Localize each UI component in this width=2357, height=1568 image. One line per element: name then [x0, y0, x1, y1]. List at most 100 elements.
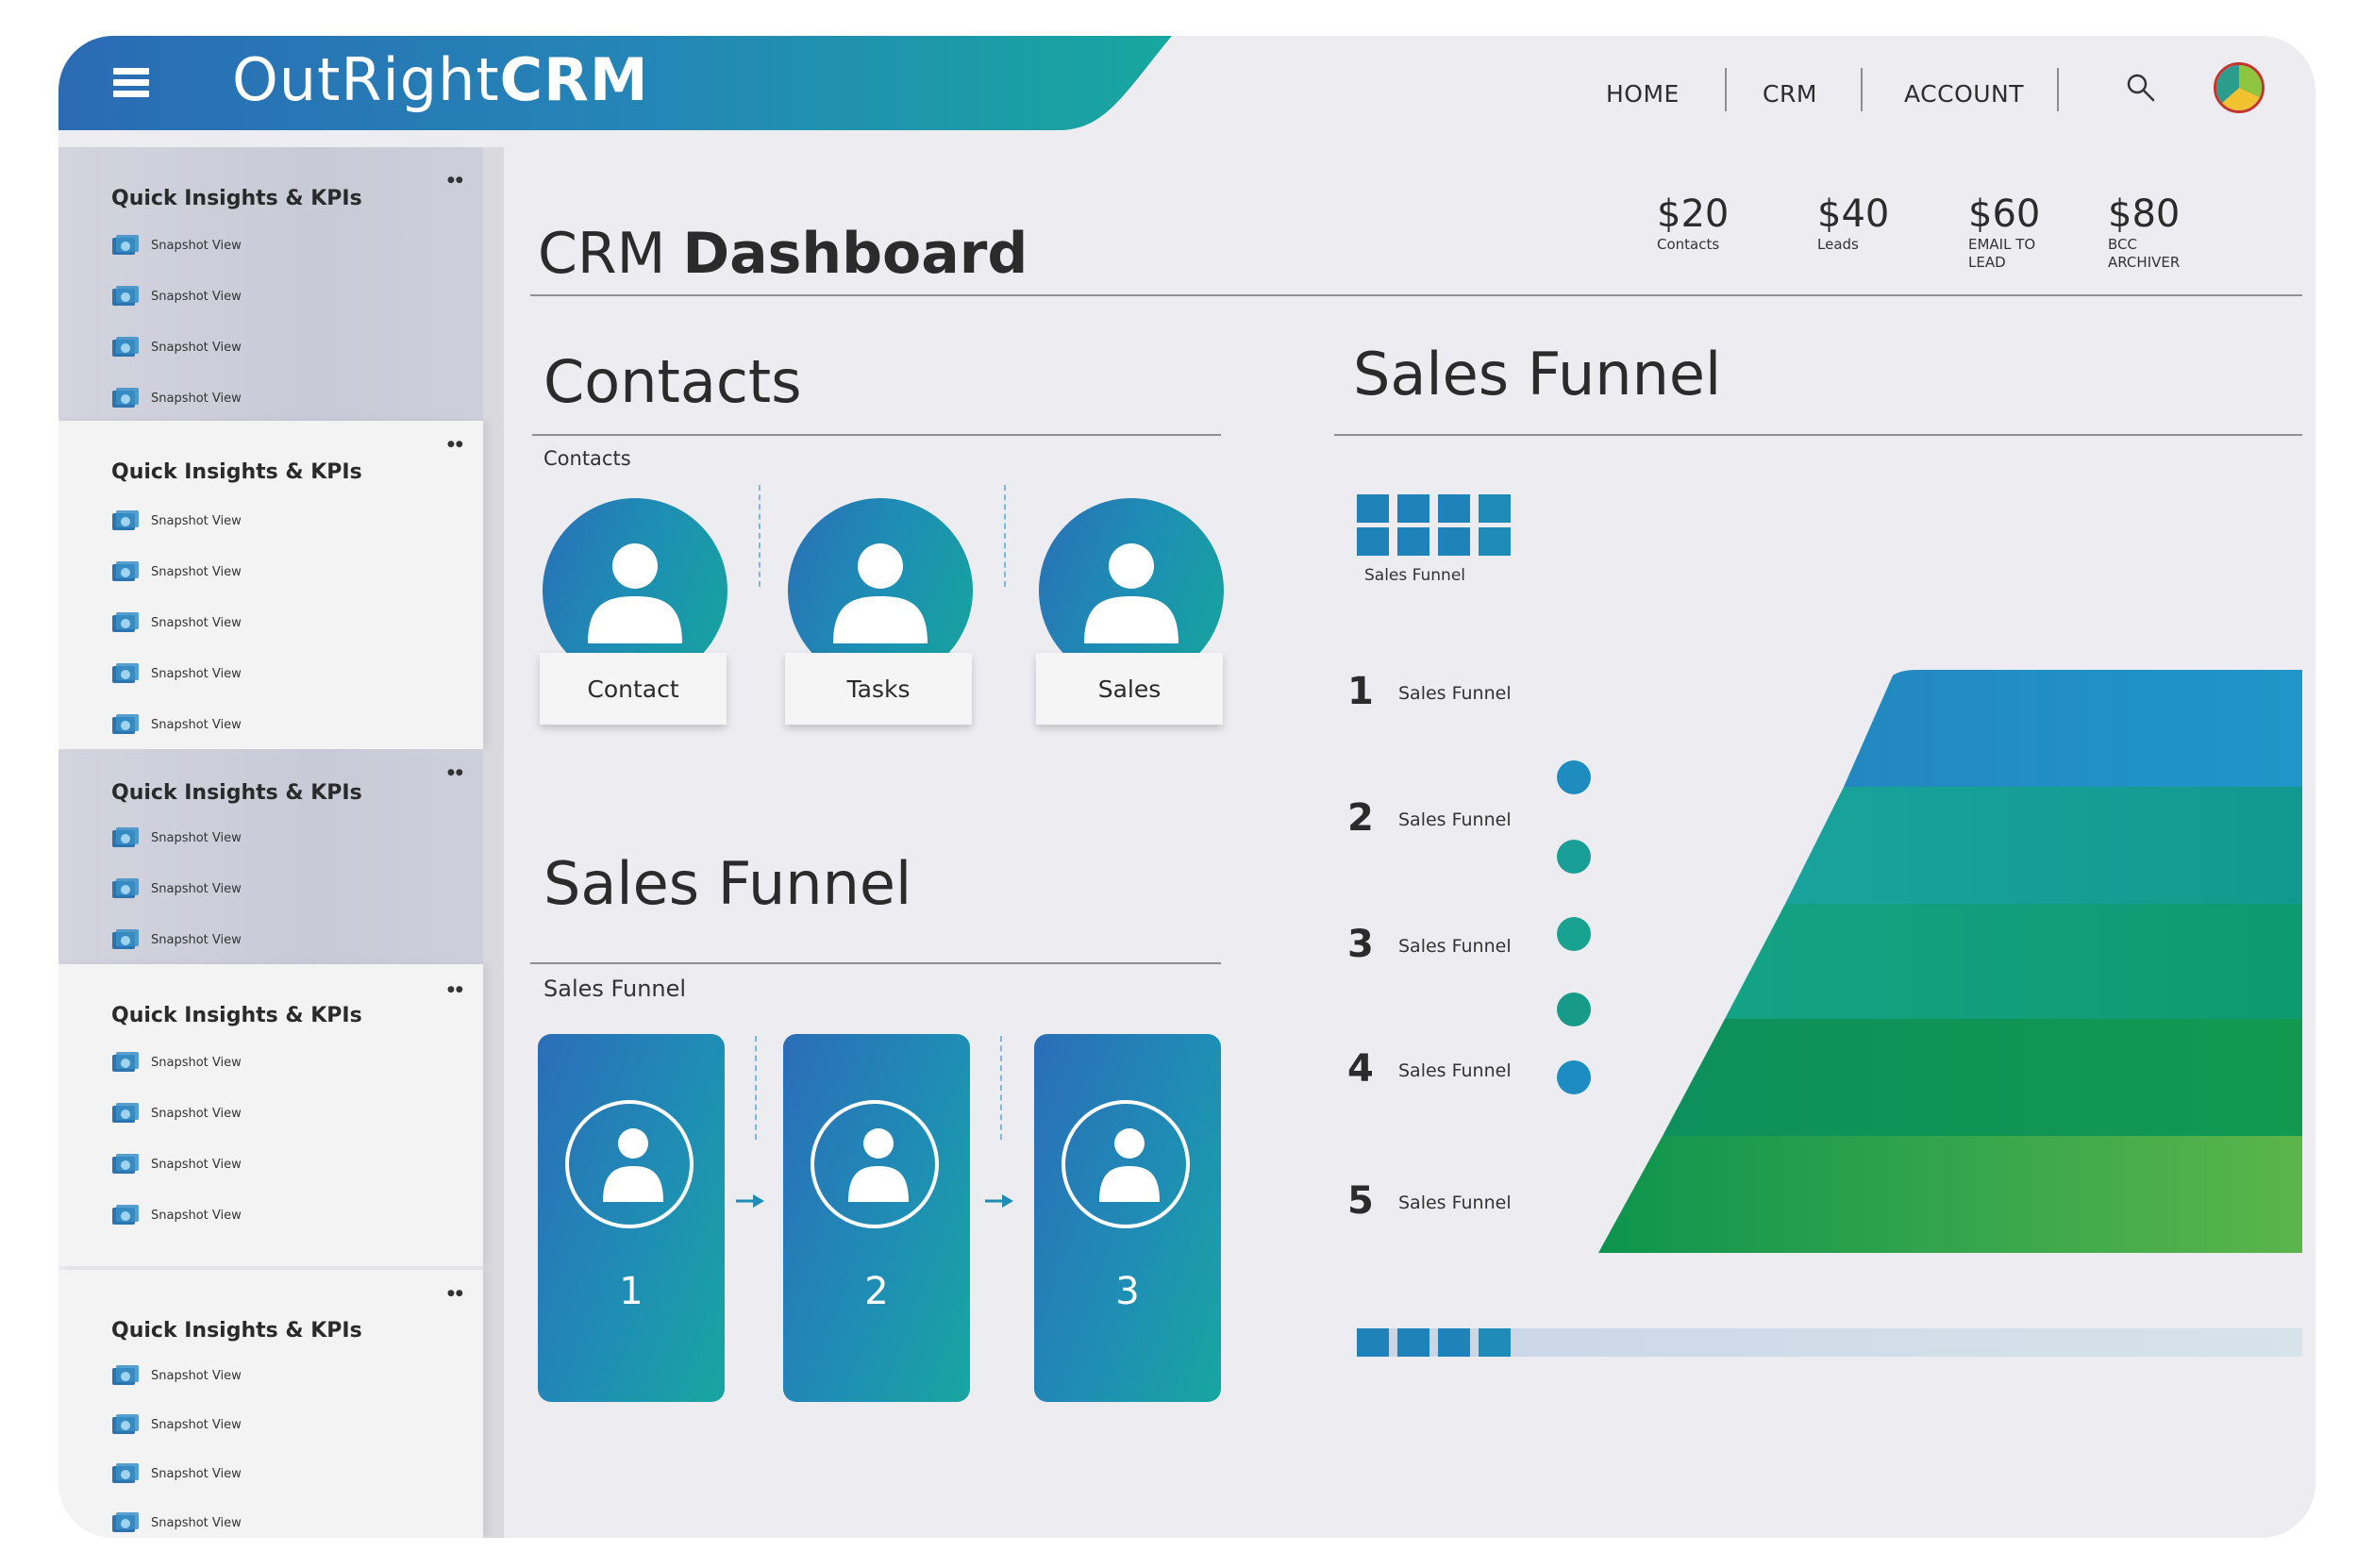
tasks-button[interactable]: Tasks: [785, 653, 972, 725]
arrow-right-icon: [985, 1193, 1013, 1209]
kpi-label: Leads: [1817, 236, 1921, 254]
funnel-step-card[interactable]: 2: [783, 1034, 970, 1402]
sidebar-item-snapshot-view[interactable]: Snapshot View: [111, 1102, 242, 1125]
sales-button[interactable]: Sales: [1036, 653, 1223, 725]
more-options-icon[interactable]: ●●: [447, 768, 464, 777]
sidebar-item-snapshot-view[interactable]: Snapshot View: [111, 611, 242, 634]
funnel-row-label: Sales Funnel: [1398, 683, 1512, 704]
kpi-label: Contacts: [1657, 236, 1761, 254]
funnel-row-label: Sales Funnel: [1398, 1060, 1512, 1081]
progress-blocks: [1357, 1328, 1513, 1357]
sidebar-panel: Quick Insights & KPIs ●● Snapshot View Snap…: [59, 1270, 483, 1538]
snapshot-icon: [111, 826, 140, 849]
sales-funnel-subtitle: Sales Funnel: [543, 976, 686, 1002]
page-title-light: CRM: [538, 221, 665, 287]
more-options-icon[interactable]: ●●: [447, 985, 464, 994]
sales-funnel-chart-title: Sales Funnel: [1353, 340, 1721, 409]
sidebar-item-label: Snapshot View: [151, 392, 242, 406]
funnel-row-number: 3: [1347, 923, 1374, 966]
snapshot-icon: [111, 560, 140, 583]
dashed-divider: [1004, 485, 1006, 587]
user-icon: [1097, 1126, 1162, 1202]
sales-funnel-title: Sales Funnel: [543, 849, 911, 918]
sales-funnel-divider: [530, 962, 1221, 964]
page-title: CRM Dashboard: [538, 221, 1028, 287]
sidebar-item-snapshot-view[interactable]: Snapshot View: [111, 1153, 242, 1176]
sidebar-item-label: Snapshot View: [151, 239, 242, 253]
snapshot-icon: [111, 713, 140, 736]
nav-account-link[interactable]: ACCOUNT: [1904, 80, 2024, 108]
sidebar-item-snapshot-view[interactable]: Snapshot View: [111, 285, 242, 308]
sidebar-item-label: Snapshot View: [151, 1467, 242, 1481]
kpi-email-to-lead: $60 EMAIL TO LEAD: [1968, 192, 2053, 272]
sidebar-item-snapshot-view[interactable]: Snapshot View: [111, 509, 242, 532]
logo-text-bold: CRM: [500, 45, 649, 114]
sidebar-panel-title: Quick Insights & KPIs: [111, 781, 362, 805]
sidebar-item-snapshot-view[interactable]: Snapshot View: [111, 1364, 242, 1387]
contacts-title: Contacts: [543, 347, 802, 416]
sidebar-item-snapshot-view[interactable]: Snapshot View: [111, 560, 242, 583]
nav-crm[interactable]: CRM: [1763, 72, 1817, 115]
user-icon: [588, 540, 682, 643]
more-options-icon[interactable]: ●●: [447, 1289, 464, 1298]
nav-crm-link[interactable]: CRM: [1763, 80, 1817, 108]
snapshot-icon: [111, 1511, 140, 1534]
sidebar-item-label: Snapshot View: [151, 1516, 242, 1530]
step-number: 3: [1034, 1270, 1221, 1313]
sidebar-item-snapshot-view[interactable]: Snapshot View: [111, 387, 242, 409]
funnel-band-1: [1844, 670, 2302, 787]
search-icon[interactable]: [2125, 72, 2157, 104]
sidebar-item-snapshot-view[interactable]: Snapshot View: [111, 662, 242, 685]
contact-button[interactable]: Contact: [540, 653, 727, 725]
snapshot-icon: [111, 1462, 140, 1485]
dashed-divider: [1000, 1036, 1002, 1140]
sidebar-item-snapshot-view[interactable]: Snapshot View: [111, 1413, 242, 1436]
sidebar-panel-title: Quick Insights & KPIs: [111, 460, 362, 484]
funnel-row-number: 1: [1347, 670, 1374, 713]
sidebar-panel: Quick Insights & KPIs ●● Snapshot View Snap…: [59, 147, 483, 421]
more-options-icon[interactable]: ●●: [447, 440, 464, 449]
hamburger-menu-icon[interactable]: [113, 68, 149, 98]
sidebar-item-label: Snapshot View: [151, 1107, 242, 1121]
sidebar-item-snapshot-view[interactable]: Snapshot View: [111, 928, 242, 951]
sidebar-item-snapshot-view[interactable]: Snapshot View: [111, 234, 242, 257]
snapshot-icon: [111, 285, 140, 308]
sidebar-item-label: Snapshot View: [151, 565, 242, 579]
user-avatar[interactable]: [2214, 62, 2265, 113]
logo-text-light: OutRight: [232, 45, 500, 114]
dashed-divider: [755, 1036, 757, 1140]
funnel-step-card[interactable]: 1: [538, 1034, 725, 1402]
kpi-value: $60: [1968, 192, 2053, 236]
sidebar-item-snapshot-view[interactable]: Snapshot View: [111, 1462, 242, 1485]
sidebar-item-snapshot-view[interactable]: Snapshot View: [111, 877, 242, 900]
funnel-step-card[interactable]: 3: [1034, 1034, 1221, 1402]
sidebar-item-label: Snapshot View: [151, 882, 242, 896]
sidebar-item-snapshot-view[interactable]: Snapshot View: [111, 1051, 242, 1074]
dashed-divider: [759, 485, 761, 587]
sidebar-item-snapshot-view[interactable]: Snapshot View: [111, 1204, 242, 1226]
step-number: 2: [783, 1270, 970, 1313]
snapshot-icon: [111, 662, 140, 685]
more-options-icon[interactable]: ●●: [447, 175, 464, 185]
sidebar-item-label: Snapshot View: [151, 718, 242, 732]
kpi-contacts: $20 Contacts: [1657, 192, 1761, 254]
sidebar-item-snapshot-view[interactable]: Snapshot View: [111, 713, 242, 736]
snapshot-icon: [111, 1204, 140, 1226]
header-divider: [530, 294, 2302, 296]
grid-legend-label: Sales Funnel: [1364, 566, 1465, 585]
sidebar-item-label: Snapshot View: [151, 1158, 242, 1172]
snapshot-icon: [111, 877, 140, 900]
nav-home[interactable]: HOME: [1606, 72, 1680, 115]
sidebar-panel-title: Quick Insights & KPIs: [111, 187, 362, 210]
snapshot-icon: [111, 1051, 140, 1074]
kpi-label: EMAIL TO LEAD: [1968, 236, 2053, 272]
sidebar-item-snapshot-view[interactable]: Snapshot View: [111, 336, 242, 359]
user-icon: [601, 1126, 665, 1202]
sidebar-item-snapshot-view[interactable]: Snapshot View: [111, 826, 242, 849]
sidebar-item-label: Snapshot View: [151, 831, 242, 845]
sidebar: Quick Insights & KPIs ●● Snapshot View Snap…: [59, 147, 504, 1538]
nav-home-link[interactable]: HOME: [1606, 80, 1680, 108]
nav-account[interactable]: ACCOUNT: [1904, 72, 2024, 115]
sidebar-item-snapshot-view[interactable]: Snapshot View: [111, 1511, 242, 1534]
app-logo[interactable]: OutRightCRM: [232, 45, 649, 114]
